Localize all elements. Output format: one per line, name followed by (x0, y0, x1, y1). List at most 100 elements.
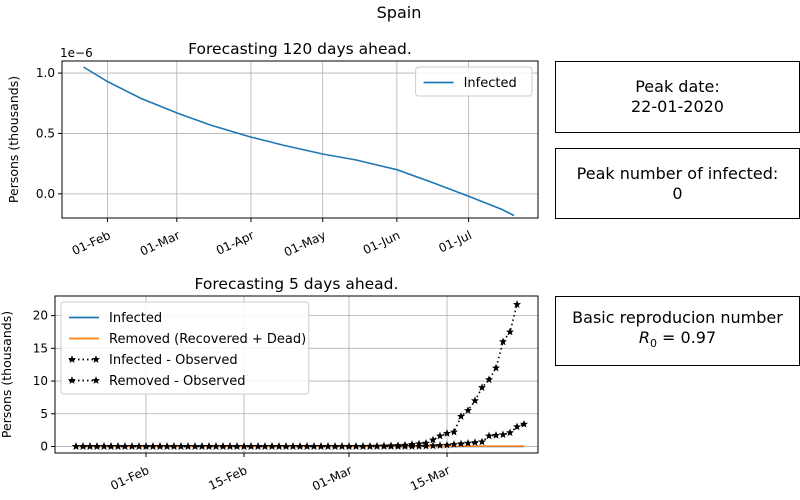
legend-label: Removed (Recovered + Dead) (109, 332, 306, 347)
data-point (373, 442, 381, 450)
data-point (86, 442, 94, 450)
data-point (156, 442, 164, 450)
data-point (359, 442, 367, 450)
data-point (380, 442, 388, 450)
data-point (289, 442, 297, 450)
data-point (310, 442, 318, 450)
series-0 (83, 66, 515, 217)
legend-frame (415, 66, 533, 97)
data-point (478, 437, 486, 446)
data-point (415, 442, 423, 450)
data-point (450, 440, 458, 448)
y-tick-label: 10 (33, 374, 48, 388)
data-point (436, 431, 444, 440)
x-tick-label: 15-Feb (206, 463, 249, 493)
peak-infected-value: 0 (672, 183, 683, 203)
data-point (135, 442, 143, 450)
x-tick-label: 01-May (282, 228, 328, 259)
data-point (506, 327, 514, 336)
data-point (198, 442, 206, 450)
data-point (338, 442, 346, 450)
x-tick-label: 01-Jul (436, 228, 473, 255)
data-point (387, 442, 395, 450)
y-tick-label: 5 (40, 407, 48, 421)
data-point (352, 442, 360, 450)
data-point (149, 442, 157, 450)
x-tick-label: 01-Mar (138, 228, 182, 259)
data-point (170, 442, 178, 450)
data-point (191, 442, 199, 450)
peak-infected-label: Peak number of infected: (576, 163, 779, 183)
data-point (443, 429, 451, 437)
data-point (492, 363, 500, 372)
data-point (464, 439, 472, 447)
legend-marker (68, 355, 76, 363)
chart-title: Forecasting 120 days ahead. (188, 40, 412, 58)
r0-subscript: 0 (649, 337, 657, 351)
series-line (83, 66, 515, 217)
series-observed-3 (72, 420, 528, 450)
plot-area (83, 66, 515, 217)
legend-label: Infected (109, 311, 162, 326)
data-point (324, 442, 332, 450)
data-point (128, 442, 136, 450)
data-point (282, 442, 290, 450)
peak-date-box: Peak date: 22-01-2020 (555, 61, 800, 133)
data-point (79, 442, 87, 450)
legend: Infected Removed (Recovered + Dead) Infect… (60, 301, 310, 395)
data-point (212, 442, 220, 450)
data-point (247, 442, 255, 450)
data-point (261, 442, 269, 450)
chart-title: Forecasting 5 days ahead. (195, 275, 399, 293)
peak-date-label: Peak date: (635, 77, 720, 96)
data-point (331, 442, 339, 450)
data-point (205, 442, 213, 450)
data-point (296, 442, 304, 450)
data-point (184, 442, 192, 450)
legend-label: Removed - Observed (109, 374, 246, 389)
y-tick-label: 20 (33, 309, 48, 323)
data-point (345, 442, 353, 450)
data-point (499, 430, 507, 439)
data-point (72, 442, 80, 450)
data-point (107, 442, 115, 450)
data-point (366, 442, 374, 450)
x-tick-label: 01-Mar (310, 463, 354, 494)
y-tick-label: 0 (40, 439, 48, 453)
y-tick-label: 1.0 (36, 66, 55, 80)
plot-area (72, 300, 528, 450)
axes-frame (61, 60, 539, 219)
x-tick-label: 01-Feb (70, 228, 113, 258)
data-point (408, 442, 416, 450)
data-point (317, 442, 325, 450)
x-tick-label: 01-Jun (361, 228, 402, 257)
data-point (485, 375, 493, 384)
data-point (219, 442, 227, 450)
data-point (422, 441, 430, 450)
data-point (254, 442, 262, 450)
peak-date-value: 22-01-2020 (631, 97, 724, 116)
data-point (394, 442, 402, 450)
figure-suptitle: Spain (377, 3, 422, 22)
data-point (303, 442, 311, 450)
data-point (520, 420, 528, 428)
data-point (457, 412, 465, 420)
axes-frame (54, 295, 539, 454)
data-point (114, 442, 122, 450)
x-tick-label: 01-Feb (108, 463, 151, 493)
data-point (471, 396, 479, 405)
data-point (485, 431, 493, 440)
x-tick-label: 15-Mar (408, 463, 452, 494)
data-point (233, 442, 241, 450)
data-point (275, 442, 283, 450)
r0-label: Basic reproducion number (572, 307, 783, 327)
legend-marker (92, 376, 100, 384)
data-point (457, 439, 465, 448)
peak-infected-box: Peak number of infected: 0 (555, 148, 800, 219)
y-tick-label: 0.0 (36, 187, 55, 201)
data-point (121, 442, 129, 450)
data-point (177, 442, 185, 450)
data-point (450, 427, 458, 436)
r0-box: Basic reproducion number R0 = 0.97 (555, 296, 800, 366)
